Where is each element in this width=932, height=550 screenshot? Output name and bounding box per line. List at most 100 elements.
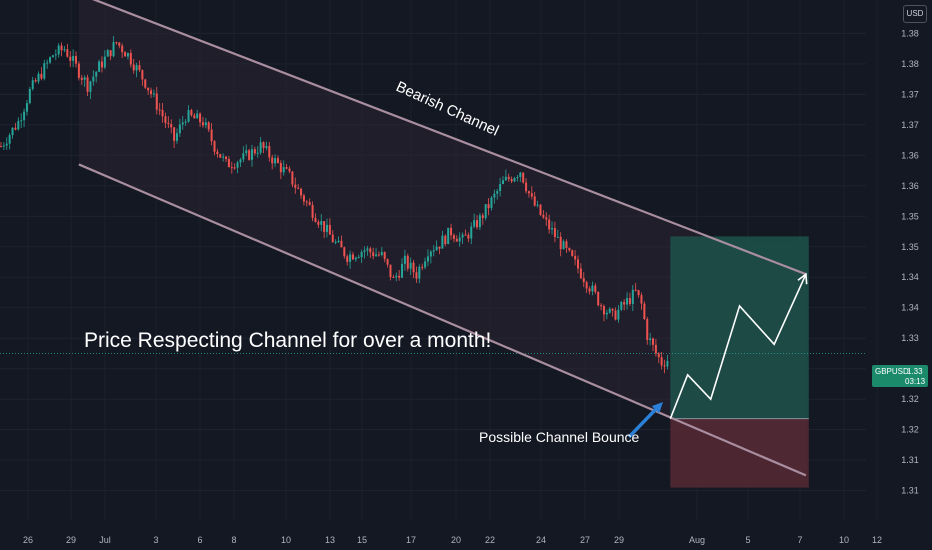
candle-body xyxy=(326,224,329,232)
candle-body xyxy=(239,159,242,163)
candle-body xyxy=(574,255,577,260)
candle-body xyxy=(311,204,314,218)
candle-body xyxy=(571,250,574,256)
candle-body xyxy=(484,204,487,219)
candle-body xyxy=(213,141,216,152)
candle-body xyxy=(366,248,369,251)
x-tick-label: 5 xyxy=(745,535,750,545)
candle-body xyxy=(426,256,429,262)
candle-body xyxy=(337,240,340,242)
candle-body xyxy=(556,236,559,238)
candle-body xyxy=(118,42,121,46)
candle-body xyxy=(282,167,285,173)
candle-body xyxy=(386,258,389,265)
candle-body xyxy=(305,201,308,203)
x-tick-label: 7 xyxy=(797,535,802,545)
candle-body xyxy=(608,308,611,313)
candle-body xyxy=(522,172,525,183)
candle-body xyxy=(452,235,455,239)
price-tag-countdown: 03:13 xyxy=(905,377,926,386)
candle-body xyxy=(250,149,253,160)
x-tick-label: 27 xyxy=(580,535,590,545)
candle-body xyxy=(597,292,600,306)
candle-body xyxy=(553,228,556,237)
candle-body xyxy=(441,235,444,249)
price-tag-symbol: GBPUSD xyxy=(875,367,909,376)
candle-body xyxy=(17,120,20,130)
candle-body xyxy=(184,121,187,123)
y-tick-label: 1.35 xyxy=(901,211,919,221)
candle-body xyxy=(654,344,657,354)
candle-body xyxy=(83,77,86,80)
projection-path xyxy=(669,273,807,420)
candle-body xyxy=(274,158,277,164)
candle-body xyxy=(415,272,418,279)
y-tick-label: 1.32 xyxy=(901,394,919,404)
candle-body xyxy=(57,45,60,55)
projection-arrowhead xyxy=(797,272,808,285)
candle-body xyxy=(510,179,513,182)
candle-body xyxy=(124,52,127,57)
candle-body xyxy=(369,248,372,253)
candle-body xyxy=(49,57,52,63)
last-price-tag: GBPUSD 1.33 03:13 xyxy=(872,365,928,387)
candle-body xyxy=(478,215,481,228)
candle-body xyxy=(80,77,83,80)
candle-body xyxy=(161,110,164,117)
y-tick-label: 1.37 xyxy=(901,89,919,99)
candle-body xyxy=(135,65,138,71)
bounce-arrow-head xyxy=(651,402,663,414)
candle-body xyxy=(95,71,98,77)
candle-body xyxy=(5,143,8,146)
x-tick-label: Jul xyxy=(99,535,111,545)
candle-body xyxy=(276,158,279,163)
candle-body xyxy=(271,157,274,164)
candle-body xyxy=(222,156,225,158)
candle-body xyxy=(334,241,337,243)
candle-body xyxy=(109,50,112,57)
channel-lower-line xyxy=(78,163,807,477)
y-tick-label: 1.34 xyxy=(901,303,919,313)
candle-body xyxy=(623,302,626,305)
candle-body xyxy=(418,266,421,279)
candle-body xyxy=(129,53,132,65)
candle-body xyxy=(164,116,167,123)
x-tick-label: 17 xyxy=(406,535,416,545)
x-axis-labels: 26 29 Jul 3 6 8 10 13 15 17 20 22 24 27 29 Aug 5 7 10 12 xyxy=(23,535,882,545)
candle-body xyxy=(450,227,453,236)
x-tick-label: 29 xyxy=(66,535,76,545)
candle-body xyxy=(652,338,655,345)
candle-body xyxy=(559,236,562,250)
bounce-annotation: Possible Channel Bounce xyxy=(479,429,640,445)
candle-body xyxy=(121,45,124,53)
candle-body xyxy=(72,56,75,61)
candle-body xyxy=(539,204,542,215)
candle-body xyxy=(323,221,326,232)
candle-body xyxy=(377,254,380,256)
candle-body xyxy=(175,133,178,141)
candle-body xyxy=(383,252,386,259)
candle-body xyxy=(476,220,479,228)
candle-body xyxy=(605,312,608,315)
candle-body xyxy=(588,288,591,292)
candle-body xyxy=(92,76,95,82)
candle-body xyxy=(666,360,669,367)
candle-body xyxy=(412,262,415,273)
candle-body xyxy=(631,289,634,304)
candle-body xyxy=(562,241,565,250)
candle-body xyxy=(207,122,210,130)
candle-body xyxy=(536,204,539,206)
candle-body xyxy=(611,308,614,311)
candle-body xyxy=(530,193,533,197)
x-tick-label: 8 xyxy=(231,535,236,545)
candle-body xyxy=(152,93,155,95)
currency-button[interactable]: USD xyxy=(903,5,927,23)
candle-body xyxy=(2,145,5,147)
candle-body xyxy=(268,146,271,158)
candle-body xyxy=(210,129,213,142)
candle-body xyxy=(155,93,158,110)
candle-body xyxy=(262,142,265,149)
candle-body xyxy=(409,262,412,269)
candle-body xyxy=(43,63,46,79)
